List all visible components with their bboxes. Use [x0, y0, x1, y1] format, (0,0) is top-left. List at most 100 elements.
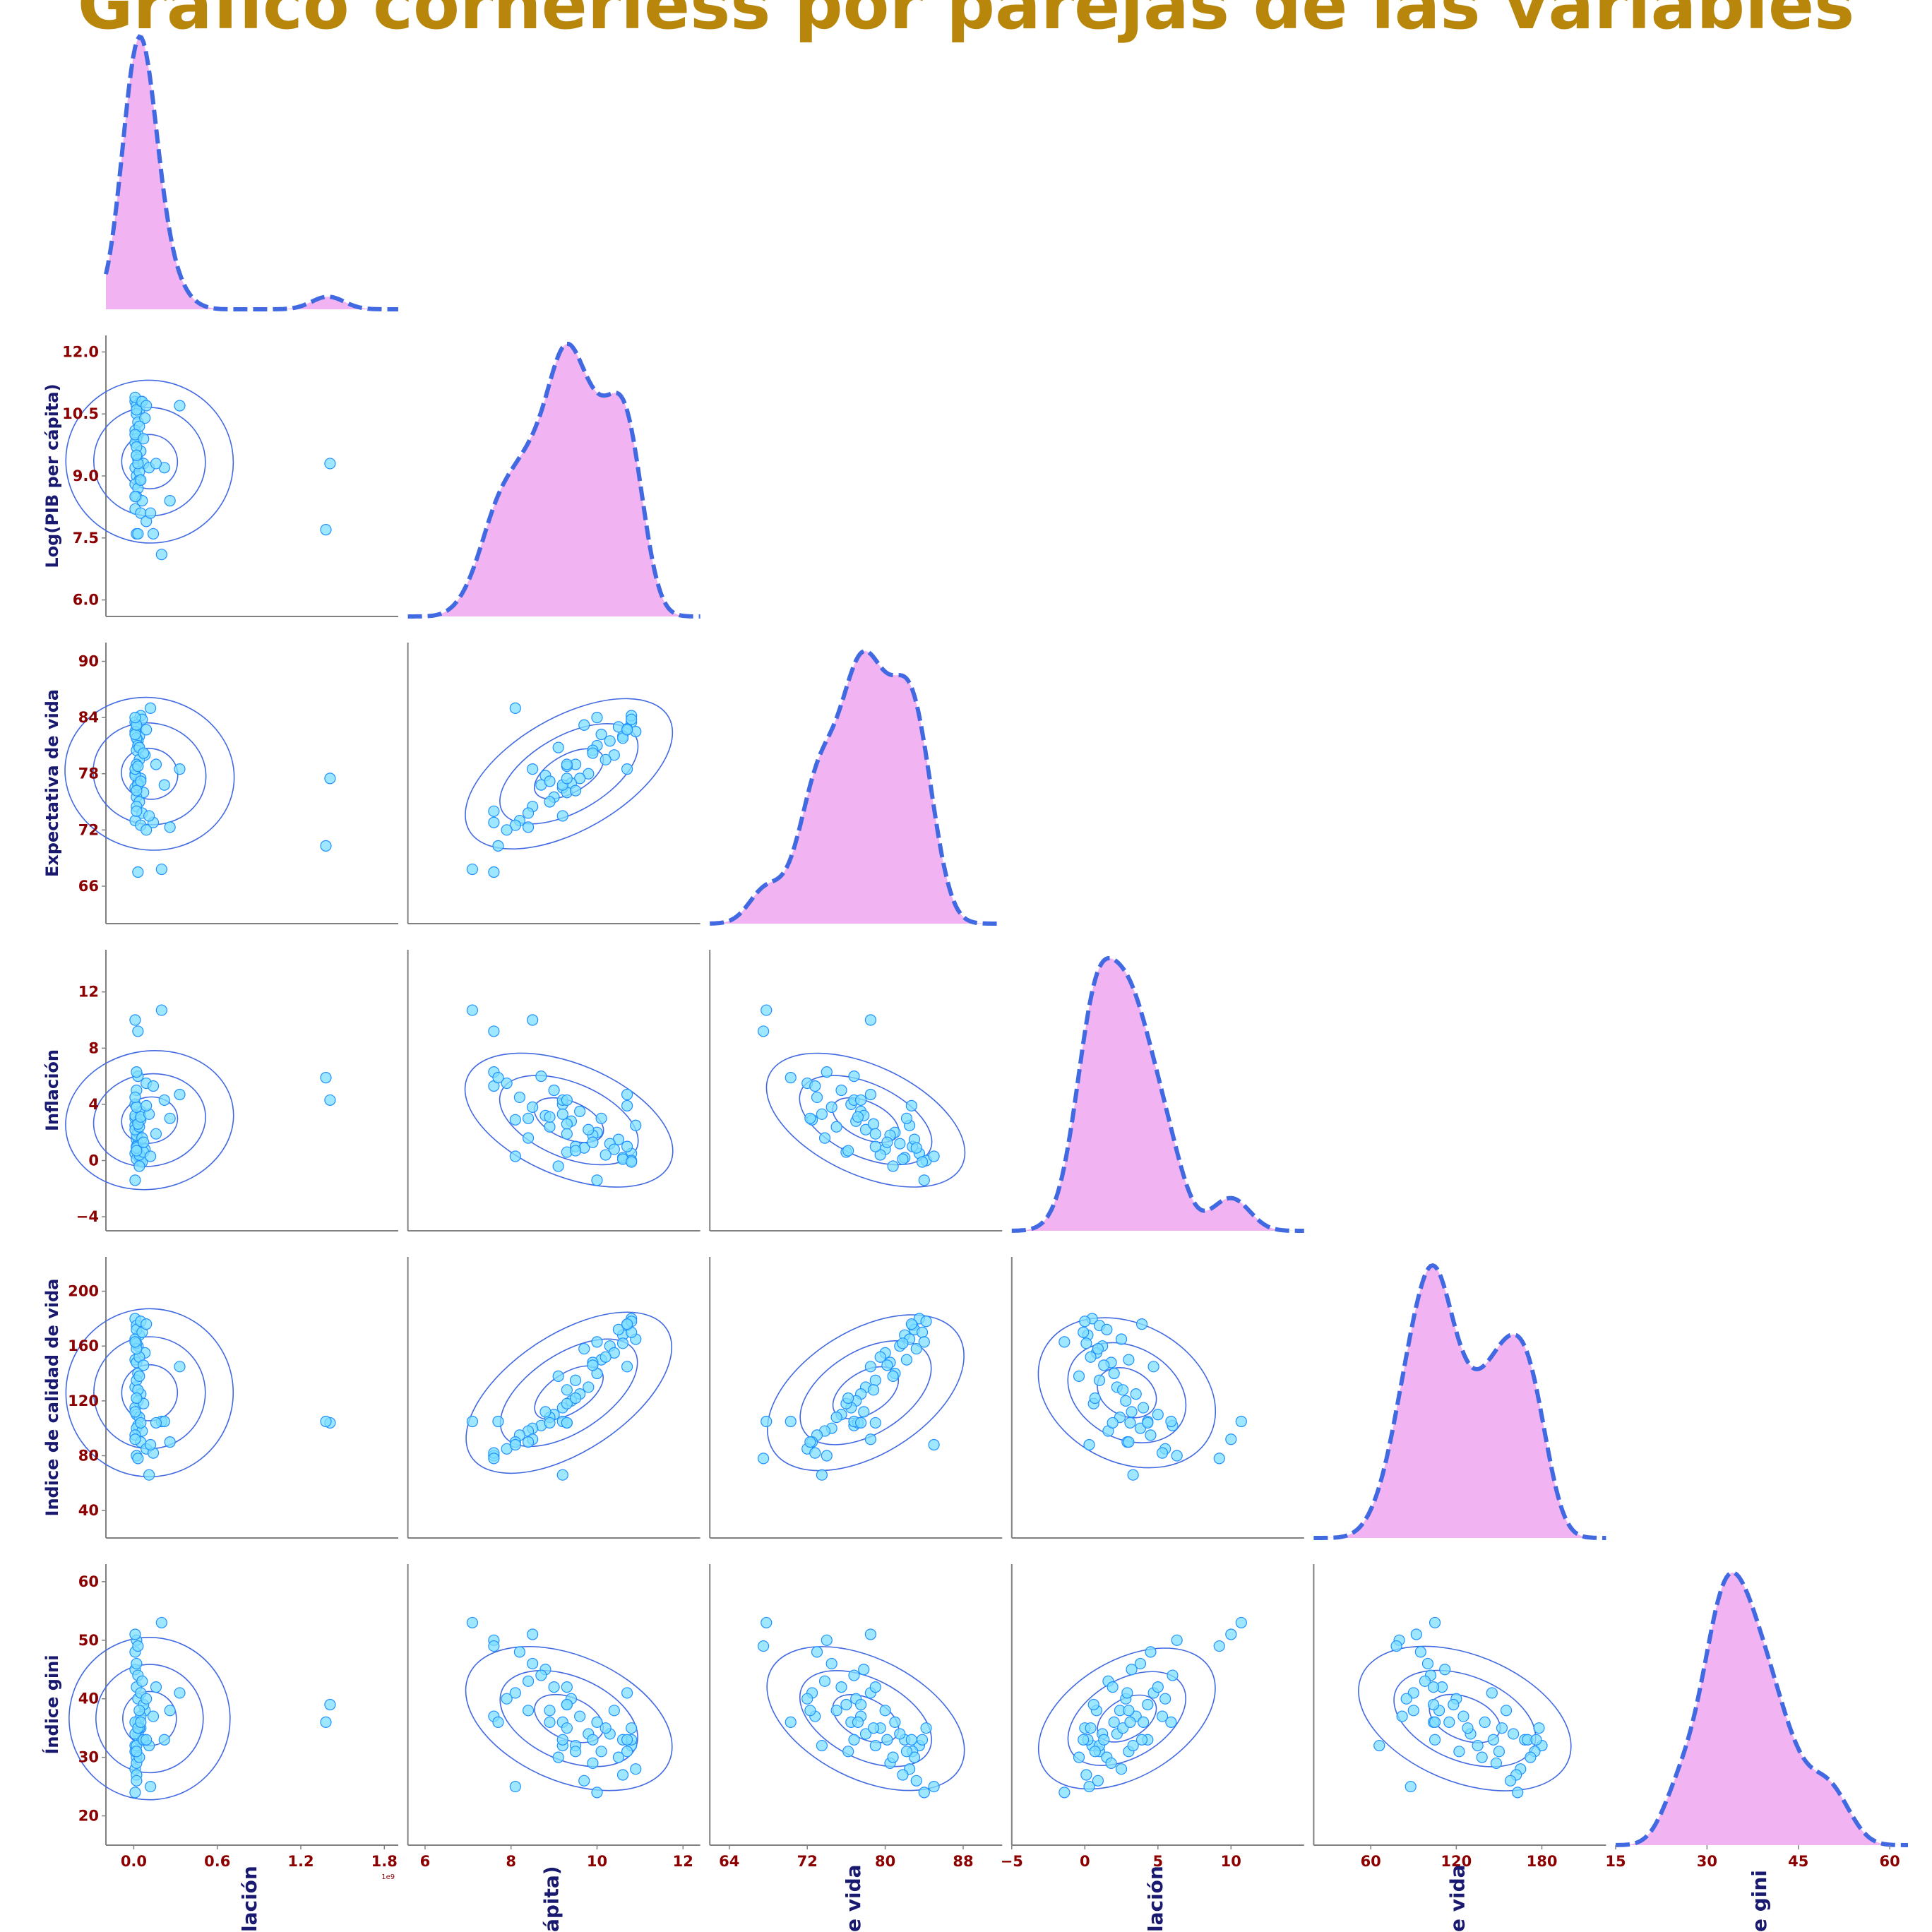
data-point-43: [1127, 1739, 1139, 1752]
y-tick-label: 60: [78, 1573, 99, 1590]
kde-line-qol: [1313, 1263, 1606, 1540]
data-point-27: [1145, 1429, 1157, 1441]
data-point-20: [1448, 1698, 1460, 1711]
data-point-32: [155, 549, 167, 561]
data-point-47: [905, 1099, 917, 1111]
data-point-49: [492, 1071, 504, 1084]
data-point-12: [174, 763, 186, 775]
contour-3: [765, 1052, 966, 1188]
kde-panel-gdp: [407, 342, 700, 619]
data-point-47: [1135, 1734, 1148, 1746]
data-point-37: [578, 1342, 590, 1355]
data-point-20: [1087, 1698, 1099, 1711]
data-point-38: [591, 712, 603, 724]
data-point-48: [324, 1094, 336, 1107]
data-point-31: [809, 1080, 821, 1092]
data-point-49: [320, 840, 332, 852]
data-point-48: [1142, 1698, 1154, 1711]
data-point-33: [1390, 1640, 1402, 1652]
data-point-14: [874, 1351, 886, 1363]
data-point-12: [1486, 1687, 1498, 1699]
scatter-panel-infl-vs-life: [709, 950, 1003, 1232]
data-point-25: [527, 1657, 539, 1670]
y-tick-label: 40: [78, 1502, 99, 1519]
data-point-40: [132, 761, 144, 773]
data-point-24: [848, 1669, 860, 1681]
data-point-14: [600, 1149, 612, 1161]
data-point-4: [1079, 1316, 1091, 1328]
data-point-47: [141, 400, 153, 412]
y-tick-label: 72: [78, 821, 99, 838]
data-point-10: [1493, 1746, 1505, 1758]
data-point-26: [818, 1132, 831, 1144]
data-point-46: [1107, 1417, 1119, 1429]
contour-3: [465, 698, 674, 849]
data-point-41: [135, 474, 147, 486]
data-point-35: [144, 702, 157, 714]
data-point-34: [129, 1628, 141, 1640]
data-point-30: [821, 1450, 833, 1462]
data-point-34: [864, 1014, 877, 1026]
contour-2: [95, 1664, 204, 1774]
data-point-44: [522, 1705, 535, 1717]
data-point-16: [1130, 1388, 1142, 1400]
data-point-49: [320, 1071, 332, 1084]
data-point-34: [1225, 1433, 1237, 1445]
data-point-46: [561, 758, 573, 770]
data-point-39: [1098, 1734, 1110, 1746]
data-point-6: [894, 1138, 906, 1150]
data-point-30: [1171, 1450, 1183, 1462]
data-point-23: [1126, 1406, 1138, 1418]
data-point-36: [552, 1751, 564, 1763]
data-point-22: [830, 1412, 842, 1424]
data-point-34: [129, 1433, 141, 1445]
data-point-32: [761, 1415, 773, 1428]
scatter-panel-infl-vs-pop: [65, 950, 398, 1232]
data-point-39: [138, 1136, 150, 1148]
data-point-21: [835, 1681, 847, 1693]
data-point-35: [1405, 1780, 1417, 1793]
data-point-23: [858, 1406, 870, 1418]
data-point-7: [608, 1705, 620, 1717]
y-tick-label: 80: [78, 1448, 99, 1465]
data-point-44: [804, 1705, 816, 1717]
data-point-29: [801, 1693, 813, 1705]
panel-grid: 6.0 7.5 9.0 10.5 12.0 Log(PIB per cápita) 66 72…: [42, 34, 1908, 1932]
data-point-12: [621, 1687, 633, 1699]
data-point-38: [129, 1336, 141, 1348]
data-point-17: [1093, 1374, 1106, 1386]
data-point-13: [587, 1757, 599, 1770]
y-tick-label: 6.0: [73, 592, 99, 609]
y-tick-label: 10.5: [62, 405, 99, 422]
kde-panel-life: [710, 648, 1003, 926]
data-point-16: [574, 1710, 586, 1722]
data-point-29: [1400, 1693, 1412, 1705]
data-point-10: [595, 728, 607, 741]
contour-2: [93, 1336, 206, 1450]
data-point-17: [1472, 1739, 1484, 1752]
contour-1: [121, 1096, 179, 1144]
chart-title: Gráfico cornerless por parejas de las va…: [78, 0, 1854, 44]
scatter-panel-life-vs-pop: [64, 643, 398, 924]
y-tick-label: 160: [68, 1337, 99, 1354]
data-point-16: [574, 773, 586, 785]
data-point-1: [621, 1140, 633, 1152]
data-point-43: [143, 810, 155, 822]
data-point-46: [561, 1128, 573, 1140]
data-point-27: [811, 1091, 823, 1104]
data-point-15: [583, 1381, 595, 1393]
data-point-14: [600, 1351, 612, 1363]
data-point-12: [174, 400, 186, 412]
x-tick-label: 8: [506, 1853, 516, 1870]
data-point-25: [825, 1657, 837, 1670]
data-point-14: [600, 753, 612, 765]
y-tick-label: 12: [78, 984, 99, 1001]
data-point-11: [1479, 1716, 1491, 1728]
data-point-22: [544, 1705, 556, 1717]
data-point-36: [552, 741, 564, 753]
data-point-30: [488, 805, 500, 817]
kde-line-gdp: [407, 342, 700, 619]
data-point-31: [147, 527, 160, 540]
data-point-49: [785, 1415, 797, 1428]
contour-3: [464, 1052, 674, 1188]
